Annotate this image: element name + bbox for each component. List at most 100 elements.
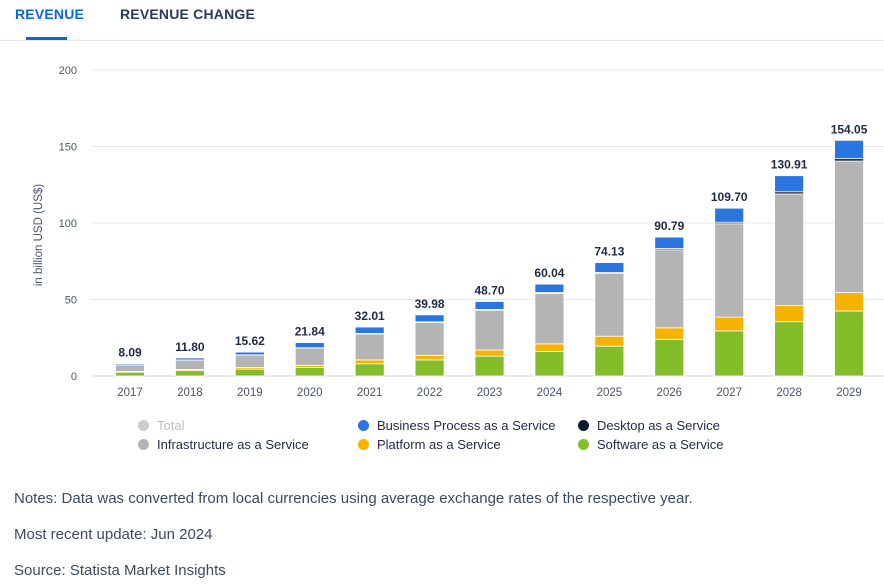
tab-bar: REVENUE REVENUE CHANGE xyxy=(0,0,884,41)
bar-segment-business-process-as-a-service xyxy=(534,283,565,293)
active-tab-indicator xyxy=(26,37,67,40)
bar-segment-software-as-a-service xyxy=(234,368,265,377)
bar-segment-software-as-a-service xyxy=(294,367,325,377)
bar-segment-business-process-as-a-service xyxy=(714,207,745,223)
bar-segment-business-process-as-a-service xyxy=(774,175,805,193)
bar-segment-software-as-a-service xyxy=(534,351,565,377)
x-tick-label: 2020 xyxy=(297,387,323,399)
y-axis-label: in billion USD (US$) xyxy=(33,184,45,286)
total-data-label: 154.05 xyxy=(831,122,868,136)
legend-item-desktop[interactable]: Desktop as a Service xyxy=(578,418,720,433)
update-text: Most recent update: Jun 2024 xyxy=(14,526,213,543)
legend-item-total[interactable]: Total xyxy=(138,418,184,433)
legend-item-software[interactable]: Software as a Service xyxy=(578,437,723,452)
bar-segment-infrastructure-as-a-service xyxy=(474,309,505,351)
legend-swatch-total xyxy=(138,420,149,431)
notes-text: Notes: Data was converted from local cur… xyxy=(14,490,693,507)
legend-label-desktop: Desktop as a Service xyxy=(597,418,720,433)
bar-segment-software-as-a-service xyxy=(834,310,864,377)
bar-segment-infrastructure-as-a-service xyxy=(534,292,565,345)
tab-revenue-change[interactable]: REVENUE CHANGE xyxy=(120,6,256,22)
legend-item-infrastructure[interactable]: Infrastructure as a Service xyxy=(138,437,309,452)
x-tick-label: 2019 xyxy=(237,387,263,399)
bar-segment-infrastructure-as-a-service xyxy=(115,364,145,372)
bar-segment-software-as-a-service xyxy=(774,321,805,377)
y-tick-label: 0 xyxy=(71,371,77,383)
x-tick-label: 2029 xyxy=(836,387,862,399)
legend-label-platform: Platform as a Service xyxy=(377,437,501,452)
bar-segment-software-as-a-service xyxy=(115,371,145,377)
bar-segment-infrastructure-as-a-service xyxy=(834,160,864,294)
legend-swatch-business-process xyxy=(358,420,369,431)
bar-segment-business-process-as-a-service xyxy=(474,301,505,310)
bar-segment-platform-as-a-service xyxy=(774,305,805,323)
bar-segment-platform-as-a-service xyxy=(654,327,685,340)
legend-item-platform[interactable]: Platform as a Service xyxy=(358,437,501,452)
legend-swatch-software xyxy=(578,439,589,450)
total-data-label: 8.09 xyxy=(118,346,142,360)
x-tick-label: 2018 xyxy=(177,387,203,399)
total-data-label: 74.13 xyxy=(594,245,624,259)
bar-segment-infrastructure-as-a-service xyxy=(774,193,805,307)
total-data-label: 21.84 xyxy=(295,325,325,339)
total-data-label: 48.70 xyxy=(475,283,505,297)
x-tick-label: 2022 xyxy=(417,387,443,399)
bar-segment-software-as-a-service xyxy=(414,359,445,377)
legend-item-business-process[interactable]: Business Process as a Service xyxy=(358,418,555,433)
legend-label-total: Total xyxy=(157,418,185,433)
bar-segment-platform-as-a-service xyxy=(594,335,625,347)
bar-segment-business-process-as-a-service xyxy=(414,314,445,323)
total-data-label: 39.98 xyxy=(415,297,445,311)
x-tick-label: 2017 xyxy=(117,387,143,399)
total-data-label: 90.79 xyxy=(654,219,684,233)
y-tick-label: 100 xyxy=(59,218,77,230)
bar-segment-platform-as-a-service xyxy=(414,354,445,361)
x-tick-label: 2025 xyxy=(597,387,623,399)
x-tick-label: 2023 xyxy=(477,387,503,399)
bar-segment-infrastructure-as-a-service xyxy=(354,333,385,361)
bar-segment-infrastructure-as-a-service xyxy=(714,223,745,318)
bar-segment-software-as-a-service xyxy=(474,355,505,377)
bar-segment-platform-as-a-service xyxy=(354,359,385,365)
bar-segment-software-as-a-service xyxy=(175,370,205,377)
bar-segment-platform-as-a-service xyxy=(474,349,505,357)
bar-segment-platform-as-a-service xyxy=(834,292,864,312)
total-data-label: 60.04 xyxy=(534,266,564,280)
bar-segment-business-process-as-a-service xyxy=(654,236,685,249)
bar-segment-business-process-as-a-service xyxy=(294,342,325,349)
bar-segment-platform-as-a-service xyxy=(714,316,745,332)
stacked-bar-chart: 0 50 100 150 200 in billion USD (US$) 8.09 2017… xyxy=(33,65,884,399)
bar-segment-infrastructure-as-a-service xyxy=(414,322,445,356)
bar-segment-infrastructure-as-a-service xyxy=(175,359,205,370)
legend-swatch-desktop xyxy=(578,420,589,431)
bar-segment-software-as-a-service xyxy=(594,345,625,377)
x-tick-label: 2026 xyxy=(656,387,682,399)
x-tick-label: 2028 xyxy=(776,387,802,399)
bar-segment-infrastructure-as-a-service xyxy=(234,354,265,368)
x-tick-label: 2027 xyxy=(716,387,742,399)
total-data-label: 11.80 xyxy=(175,340,205,354)
legend-label-software: Software as a Service xyxy=(597,437,724,452)
bar-segment-business-process-as-a-service xyxy=(115,363,145,366)
total-data-label: 32.01 xyxy=(355,309,385,323)
bar-segment-business-process-as-a-service xyxy=(354,326,385,334)
x-tick-label: 2024 xyxy=(537,387,563,399)
bar-segment-business-process-as-a-service xyxy=(175,357,205,361)
bar-segment-infrastructure-as-a-service xyxy=(654,249,685,329)
bar-segment-software-as-a-service xyxy=(714,330,745,377)
bar-segment-business-process-as-a-service xyxy=(834,139,864,160)
legend-swatch-infrastructure xyxy=(138,439,149,450)
source-text: Source: Statista Market Insights xyxy=(14,562,226,579)
total-data-label: 15.62 xyxy=(235,334,265,348)
legend-label-business-process: Business Process as a Service xyxy=(377,418,556,433)
legend-label-infrastructure: Infrastructure as a Service xyxy=(157,437,309,452)
y-tick-label: 50 xyxy=(65,295,77,307)
bar-segment-business-process-as-a-service xyxy=(234,351,265,356)
total-data-label: 109.70 xyxy=(711,190,748,204)
bar-segment-software-as-a-service xyxy=(354,363,385,377)
y-tick-label: 150 xyxy=(59,142,77,154)
tab-revenue[interactable]: REVENUE xyxy=(15,6,85,22)
y-tick-label: 200 xyxy=(59,65,77,77)
x-tick-label: 2021 xyxy=(357,387,383,399)
bar-segment-infrastructure-as-a-service xyxy=(294,347,325,366)
